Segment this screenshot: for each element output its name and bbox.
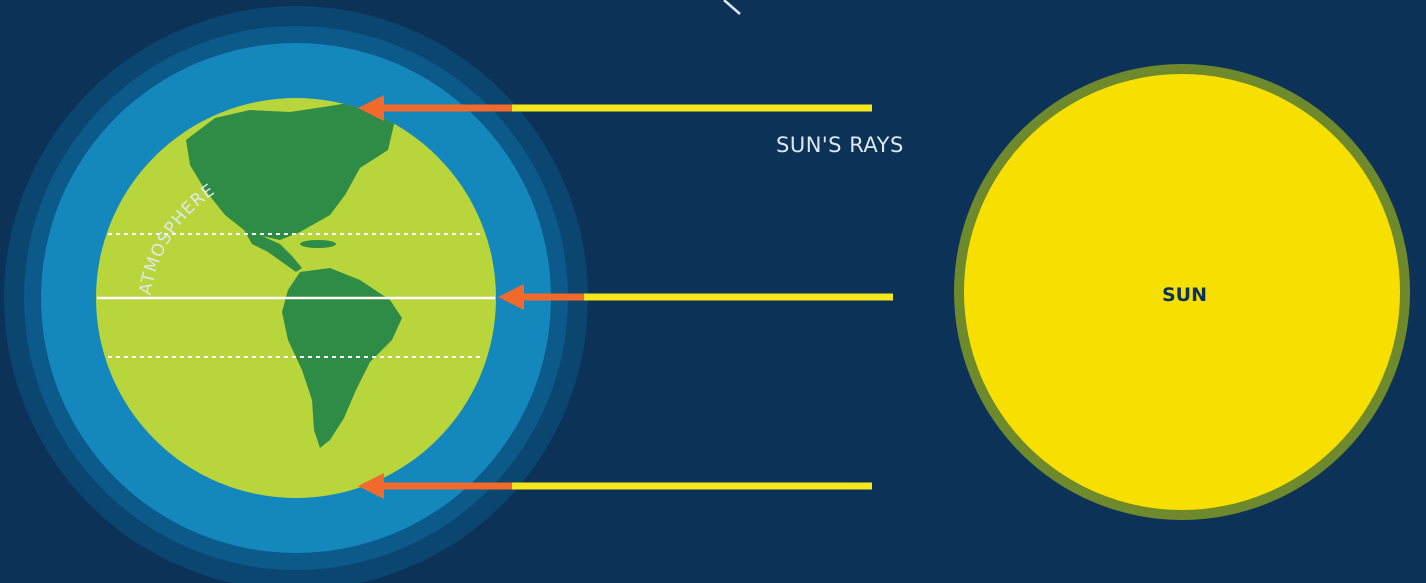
sun-disc — [964, 74, 1400, 510]
ray-top-arrow-icon — [358, 95, 384, 121]
north-america-shape — [186, 100, 395, 240]
central-america-shape — [244, 230, 302, 272]
sun-rays-label: SUN'S RAYS — [776, 133, 904, 157]
ray-bottom-arrow-icon — [358, 473, 384, 499]
ray-middle-arrow-icon — [498, 284, 524, 310]
sun-label: SUN — [1162, 284, 1208, 306]
sun — [954, 64, 1410, 520]
top-mark — [723, 0, 741, 15]
caribbean-islands — [300, 240, 336, 248]
earth — [96, 98, 496, 498]
sun-rays — [358, 95, 893, 499]
